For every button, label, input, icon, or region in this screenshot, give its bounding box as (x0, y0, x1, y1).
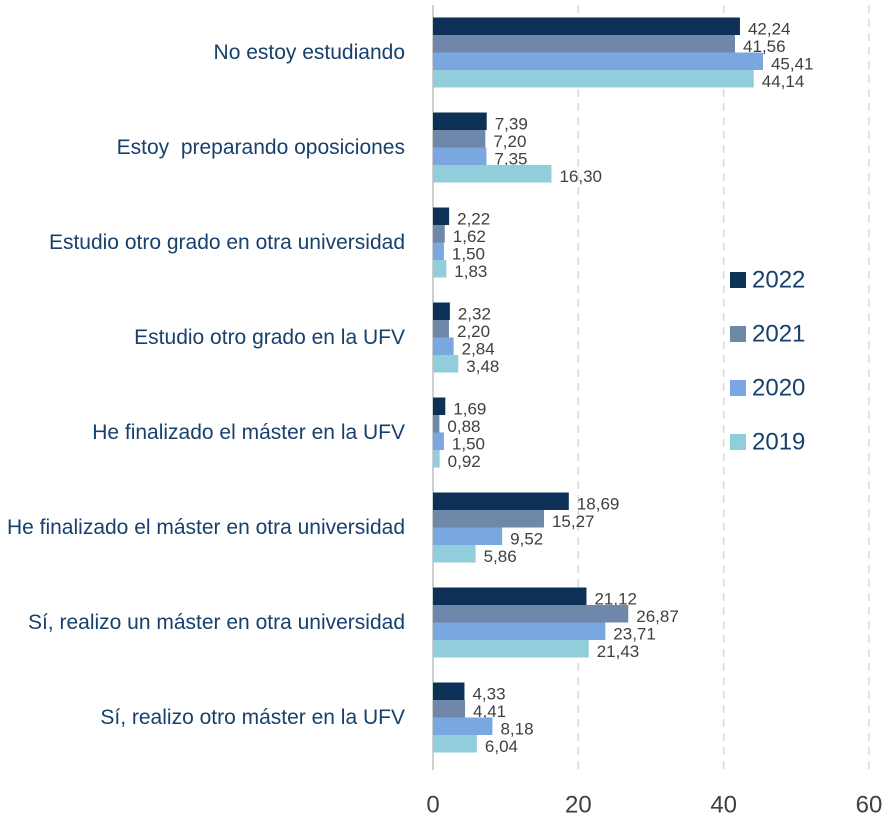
category-label: He finalizado el máster en la UFV (92, 420, 405, 444)
legend-label: 2022 (752, 266, 805, 293)
value-label: 42,24 (748, 20, 791, 39)
bar (433, 302, 450, 320)
category-label: Estudio otro grado en otra universidad (48, 230, 405, 254)
x-tick-label: 60 (856, 791, 883, 818)
bar (433, 510, 544, 528)
bar (433, 112, 487, 130)
bar (433, 640, 589, 658)
bar (433, 415, 440, 433)
bar (433, 165, 552, 183)
value-label: 0,88 (447, 417, 480, 436)
bar (433, 432, 444, 450)
value-label: 41,56 (743, 37, 786, 56)
bar (433, 700, 466, 718)
bar (433, 605, 629, 623)
value-label: 23,71 (613, 625, 656, 644)
bar (433, 70, 754, 88)
value-label: 2,32 (458, 305, 491, 324)
bar (433, 545, 476, 563)
value-label: 2,84 (462, 340, 495, 359)
value-label: 8,18 (500, 720, 533, 739)
legend-label: 2021 (752, 320, 805, 347)
bar (433, 492, 569, 510)
bar (433, 225, 445, 243)
bar (433, 735, 477, 753)
bar (433, 35, 736, 53)
bar (433, 397, 446, 415)
bar (433, 52, 763, 70)
bar (433, 320, 449, 338)
value-label: 21,43 (597, 642, 640, 661)
value-label: 7,35 (494, 150, 527, 169)
value-label: 15,27 (552, 512, 595, 531)
category-label: Estoy preparando oposiciones (116, 135, 405, 159)
bar (433, 242, 444, 260)
bar (433, 587, 587, 605)
category-label: No estoy estudiando (213, 40, 405, 64)
value-label: 45,41 (771, 55, 814, 74)
value-label: 4,41 (473, 702, 506, 721)
value-label: 1,62 (453, 227, 486, 246)
bar (433, 355, 459, 373)
value-label: 9,52 (510, 530, 543, 549)
value-label: 5,86 (484, 547, 517, 566)
bar (433, 622, 606, 640)
x-tick-label: 40 (710, 791, 737, 818)
bar (433, 527, 503, 545)
value-label: 21,12 (594, 590, 637, 609)
bar (433, 260, 447, 278)
bar (433, 17, 740, 35)
value-label: 44,14 (762, 72, 805, 91)
value-label: 1,50 (452, 435, 485, 454)
bar (433, 207, 450, 225)
value-label: 7,20 (493, 132, 526, 151)
legend-label: 2020 (752, 374, 805, 401)
value-label: 2,22 (457, 210, 490, 229)
category-label: Sí, realizo un máster en otra universida… (27, 610, 405, 634)
value-label: 26,87 (636, 607, 679, 626)
bar (433, 717, 493, 735)
legend-label: 2019 (752, 428, 805, 455)
bar (433, 682, 465, 700)
bar (433, 450, 440, 468)
value-label: 3,48 (466, 357, 499, 376)
x-tick-label: 0 (426, 791, 439, 818)
legend-swatch (730, 272, 746, 288)
value-label: 16,30 (559, 167, 602, 186)
bar (433, 337, 454, 355)
value-label: 18,69 (577, 495, 620, 514)
value-label: 2,20 (457, 322, 490, 341)
value-label: 6,04 (485, 737, 518, 756)
value-label: 1,69 (453, 400, 486, 419)
category-label: Estudio otro grado en la UFV (134, 325, 405, 349)
value-label: 7,39 (495, 115, 528, 134)
value-label: 1,83 (454, 262, 487, 281)
bar (433, 147, 487, 165)
value-label: 0,92 (448, 452, 481, 471)
legend-swatch (730, 380, 746, 396)
value-label: 4,33 (472, 685, 505, 704)
value-label: 1,50 (452, 245, 485, 264)
bar (433, 130, 486, 148)
category-label: He finalizado el máster en otra universi… (6, 515, 405, 539)
category-label: Sí, realizo otro máster en la UFV (100, 705, 405, 729)
x-tick-label: 20 (565, 791, 592, 818)
legend-swatch (730, 326, 746, 342)
legend-swatch (730, 434, 746, 450)
